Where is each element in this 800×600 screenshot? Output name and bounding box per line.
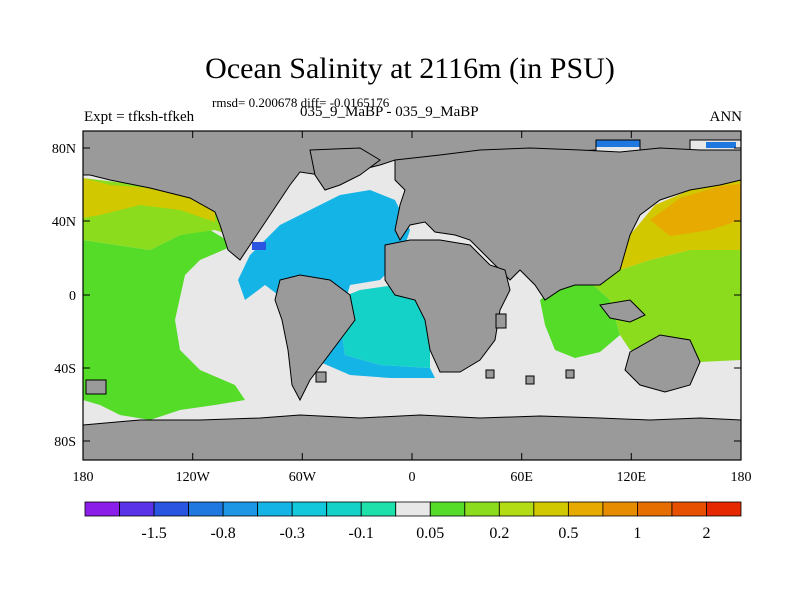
colorbar-swatch: [567, 501, 604, 517]
lon-label-60e: 60E: [510, 470, 533, 485]
lon-label-60w: 60W: [289, 470, 317, 485]
arctic-field-far-east: [706, 142, 736, 148]
colorbar-swatch: [533, 501, 569, 517]
lat-label-80n: 80N: [52, 142, 76, 157]
south-pacific-field: [83, 230, 245, 420]
island-2: [565, 369, 575, 379]
colorbar-label: 1: [633, 525, 641, 542]
colorbar-label: 0.2: [489, 525, 509, 542]
period-label: 035_9_MaBP - 035_9_MaBP: [300, 104, 479, 120]
lon-label-180w: 180: [73, 470, 94, 485]
south-america: [274, 274, 356, 402]
colorbar-swatch: [671, 501, 707, 517]
indian-ocean-field: [540, 282, 620, 358]
season-label: ANN: [709, 109, 743, 125]
nw-pacific-high-field: [650, 184, 741, 236]
lon-label-0: 0: [409, 470, 416, 485]
colorbar-swatch: [602, 501, 638, 517]
lon-label-120w: 120W: [176, 470, 211, 485]
greenland: [309, 147, 381, 191]
lat-label-40s: 40S: [54, 362, 76, 377]
colorbar-swatch: [464, 501, 500, 517]
land-masses: [83, 131, 741, 460]
island-5: [85, 379, 107, 395]
colorbar-swatch: [395, 501, 431, 517]
island-1: [495, 313, 507, 329]
south-atlantic-field: [335, 285, 430, 368]
colorbar-swatch: [360, 501, 397, 517]
lat-label-80s: 80S: [54, 435, 76, 450]
lon-label-180e: 180: [731, 470, 752, 485]
colorbar-swatch: [188, 501, 224, 517]
island-4: [485, 369, 495, 379]
colorbar-swatch: [706, 501, 742, 517]
gulf-anomaly: [252, 242, 266, 250]
colorbar-label: -0.3: [279, 525, 304, 542]
colorbar-swatch: [84, 501, 120, 517]
experiment-label: Expt = tfksh-tfkeh: [84, 109, 195, 125]
colorbar: [84, 501, 742, 517]
colorbar-label: 0.05: [416, 525, 444, 542]
plot-title: Ocean Salinity at 2116m (in PSU): [205, 52, 615, 85]
colorbar-label: -0.1: [349, 525, 374, 542]
colorbar-label: -1.5: [141, 525, 166, 542]
colorbar-swatch: [498, 501, 535, 517]
australia: [624, 334, 701, 393]
lon-label-120e: 120E: [617, 470, 647, 485]
colorbar-swatch: [119, 501, 155, 517]
arctic-field-east: [596, 139, 640, 147]
map-field: [83, 131, 741, 460]
colorbar-swatch: [222, 501, 259, 517]
axis-ticks: [83, 131, 741, 460]
north-pacific-field: [83, 178, 215, 222]
atlantic-field: [238, 190, 435, 378]
colorbar-label: 2: [702, 525, 710, 542]
eurasia: [394, 147, 741, 301]
lat-label-40n: 40N: [52, 215, 76, 230]
colorbar-swatch: [291, 501, 328, 517]
stats-line: rmsd= 0.200678 diff= -0.0165176: [212, 95, 390, 110]
colorbar-label: -0.8: [210, 525, 235, 542]
africa: [384, 239, 511, 373]
colorbar-swatch: [429, 501, 466, 517]
colorbar-swatch: [153, 501, 189, 517]
island-3: [525, 375, 535, 385]
colorbar-swatch: [326, 501, 362, 517]
colorbar-swatch: [257, 501, 293, 517]
island-6: [315, 371, 327, 383]
colorbar-swatch: [637, 501, 673, 517]
antarctica: [83, 414, 741, 460]
lat-label-0: 0: [69, 289, 76, 304]
colorbar-label: 0.5: [558, 525, 578, 542]
indonesia: [599, 299, 646, 323]
colorbar-labels: -1.5 -0.8 -0.3 -0.1 0.05 0.2 0.5 1 2: [141, 525, 710, 542]
west-pacific-field: [590, 245, 741, 362]
